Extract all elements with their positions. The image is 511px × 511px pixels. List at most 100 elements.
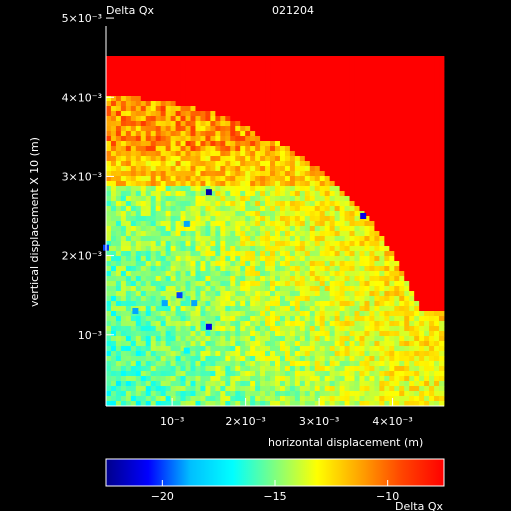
heatmap-cell [429, 281, 435, 287]
heatmap-cell [275, 61, 281, 67]
heatmap-cell [329, 186, 336, 192]
heatmap-cell [334, 121, 341, 127]
heatmap-cell [334, 296, 341, 302]
heatmap-cell [155, 181, 162, 187]
heatmap-cell [145, 401, 152, 407]
heatmap-cell [180, 146, 186, 152]
heatmap-cell [319, 146, 326, 152]
heatmap-cell [394, 251, 400, 257]
heatmap-cell [329, 326, 336, 332]
heatmap-cell [255, 396, 261, 402]
heatmap-cell [349, 141, 355, 147]
heatmap-cell [110, 226, 117, 232]
heatmap-cell [250, 151, 256, 157]
heatmap-cell [230, 201, 236, 207]
heatmap-cell [349, 206, 355, 212]
heatmap-cell [374, 221, 380, 227]
heatmap-cell [140, 56, 147, 62]
heatmap-cell [110, 291, 117, 297]
heatmap-cell [349, 111, 355, 117]
heatmap-cell [304, 296, 311, 302]
heatmap-cell [240, 336, 246, 342]
heatmap-cell [220, 251, 226, 257]
heatmap-cell [284, 201, 291, 207]
heatmap-cell [160, 146, 167, 152]
heatmap-cell [439, 296, 445, 302]
heatmap-cell [190, 401, 196, 407]
heatmap-cell [414, 56, 420, 62]
heatmap-cell [414, 391, 420, 397]
heatmap-cell [284, 61, 291, 67]
heatmap-cell [190, 276, 196, 282]
heatmap-cell [220, 131, 226, 137]
heatmap-cell [175, 81, 181, 87]
heatmap-cell [260, 206, 266, 212]
heatmap-cell [235, 81, 241, 87]
colorbar-tick-label: −10 [376, 490, 399, 503]
heatmap-cell [225, 211, 231, 217]
heatmap-cell [245, 176, 251, 182]
heatmap-cell [369, 241, 375, 247]
heatmap-cell [319, 96, 326, 102]
heatmap-cell [275, 196, 281, 202]
heatmap-cell [299, 171, 306, 177]
heatmap-cell [399, 321, 405, 327]
heatmap-cell [359, 396, 365, 402]
heatmap-cell [190, 316, 196, 322]
heatmap-cell [250, 121, 256, 127]
heatmap-cell [275, 211, 281, 217]
heatmap-cell [409, 376, 415, 382]
heatmap-cell [270, 321, 276, 327]
heatmap-cell [225, 161, 231, 167]
heatmap-cell [369, 91, 375, 97]
heatmap-cell [309, 356, 316, 362]
heatmap-cell [284, 291, 291, 297]
heatmap-cell [439, 131, 445, 137]
heatmap-cell [106, 326, 112, 332]
heatmap-cell [195, 231, 201, 237]
heatmap-cell [384, 261, 390, 267]
heatmap-cell [195, 326, 201, 332]
heatmap-cell [399, 206, 405, 212]
heatmap-cell [255, 171, 261, 177]
heatmap-cell [284, 176, 291, 182]
heatmap-cell [389, 176, 395, 182]
heatmap-cell [299, 151, 306, 157]
heatmap-cell [265, 271, 271, 277]
heatmap-cell [369, 56, 375, 62]
heatmap-cell [145, 161, 152, 167]
heatmap-cell [235, 211, 241, 217]
heatmap-cell [245, 181, 251, 187]
heatmap-cell [240, 356, 246, 362]
heatmap-cell [324, 301, 331, 307]
heatmap-cell [215, 216, 221, 222]
heatmap-cell [265, 211, 271, 217]
heatmap-cell [384, 106, 390, 112]
heatmap-cell [409, 306, 415, 312]
heatmap-cell [339, 76, 345, 82]
heatmap-cell [284, 206, 291, 212]
heatmap-cell [344, 246, 350, 252]
heatmap-cell [220, 271, 226, 277]
heatmap-cell [359, 96, 365, 102]
heatmap-cell [125, 316, 132, 322]
heatmap-cell [215, 311, 221, 317]
heatmap-cell [255, 356, 261, 362]
heatmap-cell [175, 146, 181, 152]
heatmap-cell [215, 401, 221, 407]
heatmap-cell [344, 211, 350, 217]
heatmap-cell [150, 206, 157, 212]
heatmap-cell [344, 81, 350, 87]
heatmap-cell [195, 91, 201, 97]
heatmap-cell [275, 391, 281, 397]
heatmap-cell [160, 131, 167, 137]
heatmap-cell [389, 301, 395, 307]
heatmap-cell [180, 141, 186, 147]
heatmap-cell [230, 196, 236, 202]
heatmap-cell [414, 401, 420, 407]
heatmap-cell [235, 261, 241, 267]
heatmap-cell [145, 61, 152, 67]
heatmap-cell [359, 86, 365, 92]
heatmap-cell [354, 191, 360, 197]
heatmap-cell [324, 71, 331, 77]
